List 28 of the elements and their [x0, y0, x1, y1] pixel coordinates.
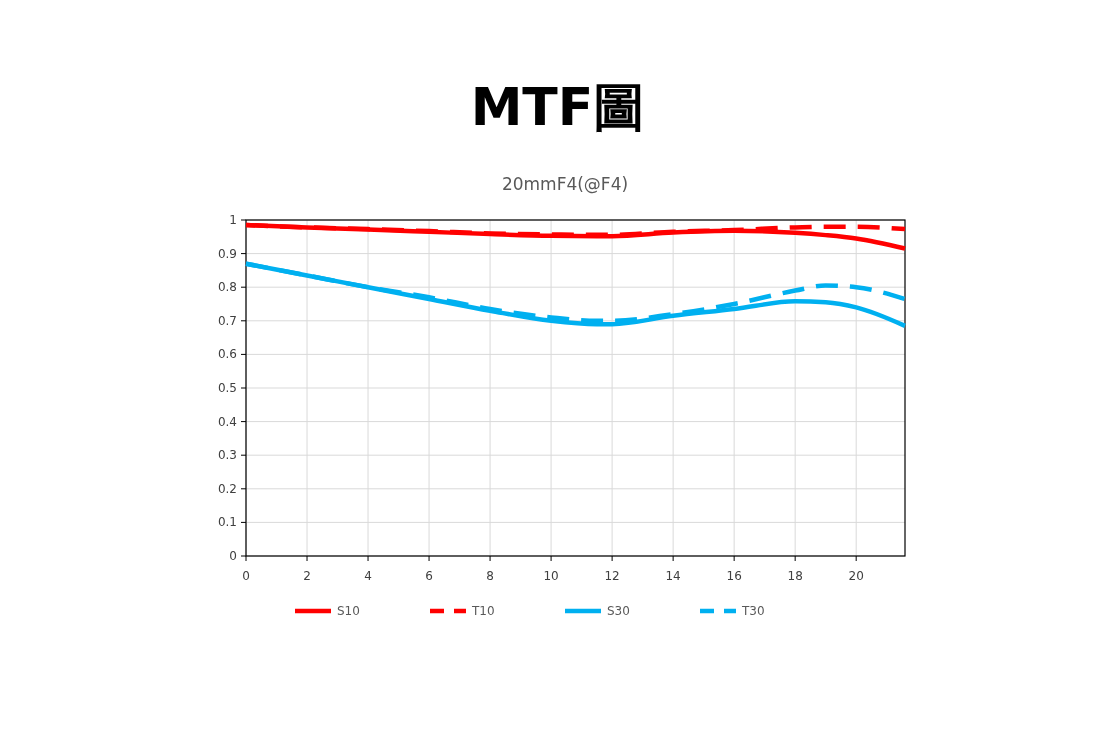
legend-label: S30 [607, 604, 630, 618]
y-tick-label: 0.8 [217, 280, 237, 295]
x-tick-label: 8 [486, 569, 494, 583]
x-tick-label: 4 [364, 569, 372, 583]
x-tick-label: 6 [425, 569, 433, 583]
chart-title: MTF圖 [470, 77, 646, 137]
x-tick-label: 14 [665, 569, 681, 583]
x-tick-label: 2 [303, 569, 311, 583]
legend-label: T30 [741, 604, 765, 618]
chart-subtitle: 20mmF4(@F4) [501, 174, 629, 194]
y-tick-label: 0.3 [217, 448, 237, 463]
x-tick-label: 18 [787, 569, 803, 583]
y-tick-label: 1 [229, 213, 237, 227]
legend-label: T10 [471, 604, 495, 618]
x-tick-label: 10 [543, 569, 559, 583]
y-tick-label: 0.4 [217, 414, 237, 429]
y-tick-label: 0.5 [217, 381, 237, 395]
x-tick-label: 0 [242, 569, 250, 583]
y-tick-label: 0.2 [217, 481, 237, 496]
legend-label: S10 [337, 604, 360, 618]
y-tick-label: 0.7 [217, 313, 237, 328]
x-tick-label: 16 [726, 569, 742, 583]
y-tick-label: 0.1 [217, 515, 237, 530]
y-tick-label: 0 [229, 549, 237, 563]
y-tick-label: 0.9 [217, 246, 237, 261]
y-tick-label: 0.6 [217, 347, 237, 362]
x-tick-label: 12 [604, 569, 620, 583]
x-tick-label: 20 [848, 569, 864, 583]
